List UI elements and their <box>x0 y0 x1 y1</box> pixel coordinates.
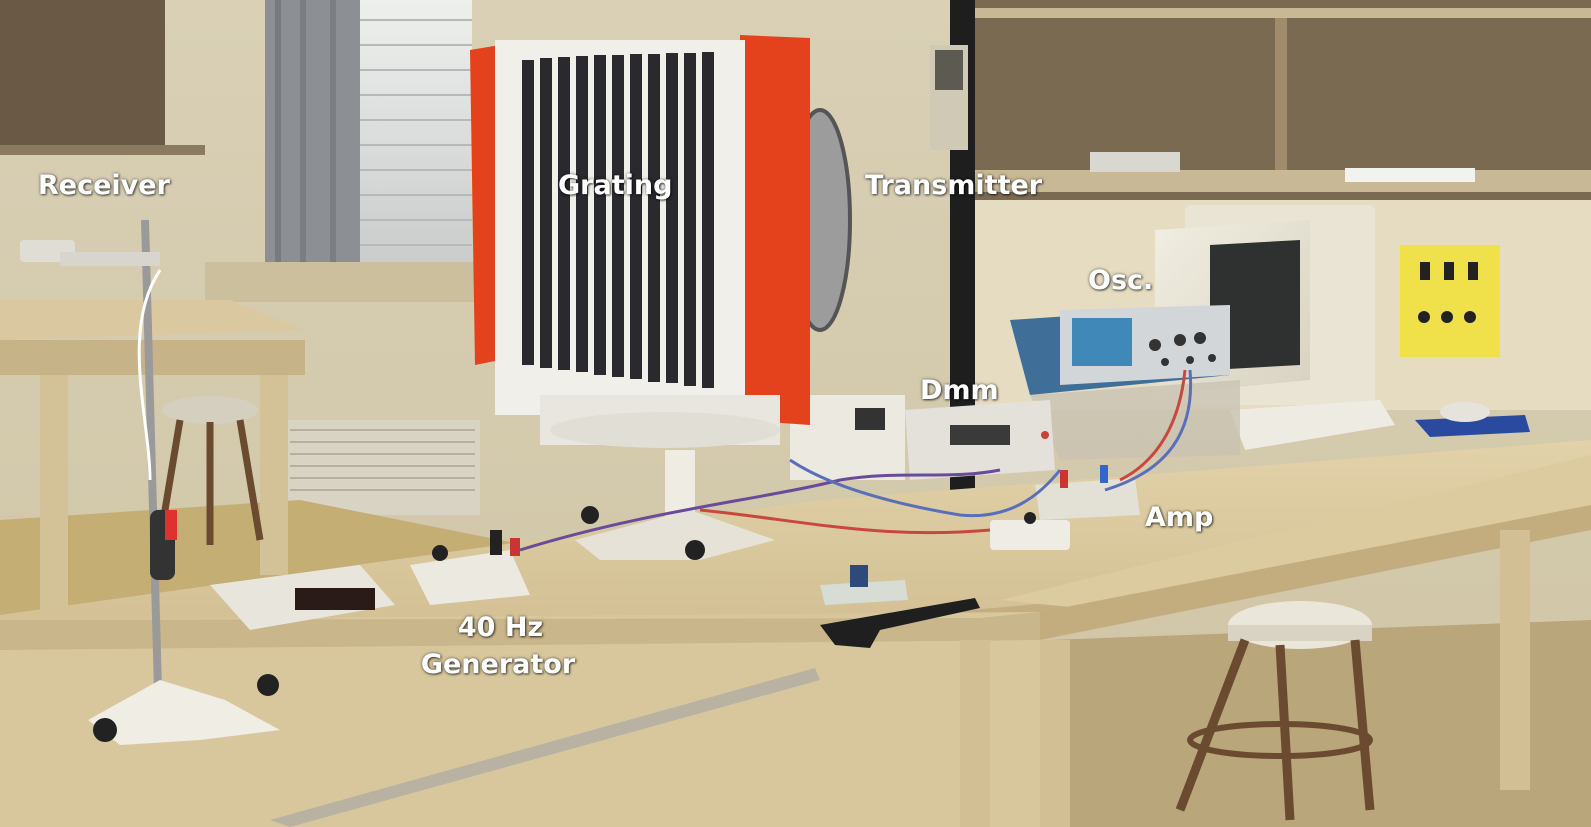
grating-turntable <box>550 412 780 448</box>
potentiometer-plate <box>820 580 908 605</box>
oscilloscope-screen <box>1072 318 1132 366</box>
grating-label: Grating <box>558 170 673 201</box>
stool-left-seat <box>162 396 258 424</box>
receiver-label: Receiver <box>38 170 170 201</box>
generator-label-line2: Generator <box>420 649 576 680</box>
grating-stand-base <box>575 510 775 560</box>
bulletin-board <box>0 0 165 145</box>
wires <box>137 269 1193 552</box>
table-front-surface <box>0 612 1040 827</box>
control-box <box>990 520 1070 550</box>
window-blinds <box>360 0 472 265</box>
grating-slats <box>522 52 714 388</box>
grating-frame-left <box>470 45 500 365</box>
ruler <box>270 668 820 827</box>
keyboard <box>1230 400 1395 450</box>
side-table <box>1000 455 1591 610</box>
generator-box <box>410 550 530 605</box>
wall-heater <box>285 420 480 515</box>
grating-frame-right <box>740 35 810 425</box>
back-desk <box>0 300 305 340</box>
electrical-panel <box>1400 245 1500 357</box>
receiver-base <box>88 680 280 745</box>
mouse-pad <box>1415 415 1530 437</box>
generator-label-line1: 40 Hz <box>457 612 544 643</box>
dmm-label: Dmm <box>920 375 999 406</box>
mouse <box>1440 402 1490 422</box>
osc-label: Osc. <box>1088 265 1154 296</box>
transmitter-label: Transmitter <box>865 170 1043 201</box>
wrench-tool <box>820 598 980 648</box>
amp-label: Amp <box>1145 502 1214 533</box>
